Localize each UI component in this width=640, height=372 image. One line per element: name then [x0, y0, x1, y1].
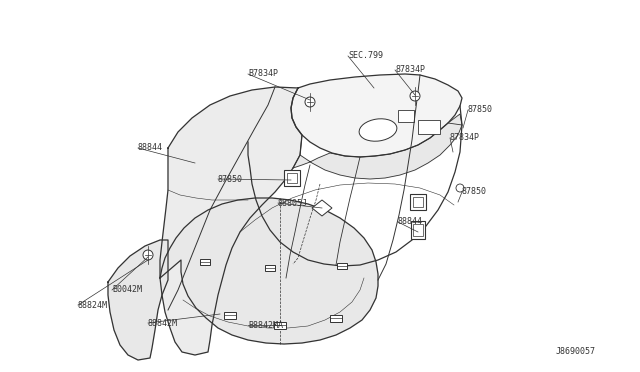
Bar: [413, 197, 423, 207]
Text: B8842MA: B8842MA: [248, 321, 283, 330]
Bar: [330, 314, 342, 321]
Bar: [411, 221, 425, 239]
Bar: [284, 170, 300, 186]
Bar: [337, 263, 347, 269]
Circle shape: [410, 91, 420, 101]
Bar: [418, 120, 440, 134]
Bar: [265, 265, 275, 271]
Text: 88824M: 88824M: [78, 301, 108, 310]
Text: 88842M: 88842M: [148, 318, 178, 327]
Bar: [398, 110, 414, 122]
Polygon shape: [160, 198, 378, 344]
Circle shape: [143, 250, 153, 260]
Text: 88844: 88844: [138, 144, 163, 153]
Text: 87834P: 87834P: [395, 65, 425, 74]
Text: J8690057: J8690057: [556, 347, 596, 356]
Text: B0042M: B0042M: [112, 285, 142, 295]
Polygon shape: [291, 74, 462, 157]
Text: SEC.799: SEC.799: [348, 51, 383, 61]
Bar: [274, 321, 286, 328]
Ellipse shape: [359, 119, 397, 141]
Bar: [413, 224, 422, 236]
Text: 87850: 87850: [468, 106, 493, 115]
Text: B7834P: B7834P: [248, 70, 278, 78]
Text: 87850: 87850: [218, 174, 243, 183]
Bar: [200, 259, 210, 265]
Polygon shape: [108, 240, 168, 360]
Polygon shape: [293, 114, 462, 179]
Polygon shape: [312, 200, 332, 216]
Circle shape: [456, 184, 464, 192]
Text: 87850: 87850: [462, 187, 487, 196]
Bar: [224, 311, 236, 318]
Text: 87834P: 87834P: [450, 134, 480, 142]
Polygon shape: [160, 87, 302, 355]
Circle shape: [305, 97, 315, 107]
Text: 88805J: 88805J: [278, 199, 308, 208]
Bar: [287, 173, 298, 183]
Text: 88844: 88844: [398, 218, 423, 227]
Bar: [410, 194, 426, 210]
